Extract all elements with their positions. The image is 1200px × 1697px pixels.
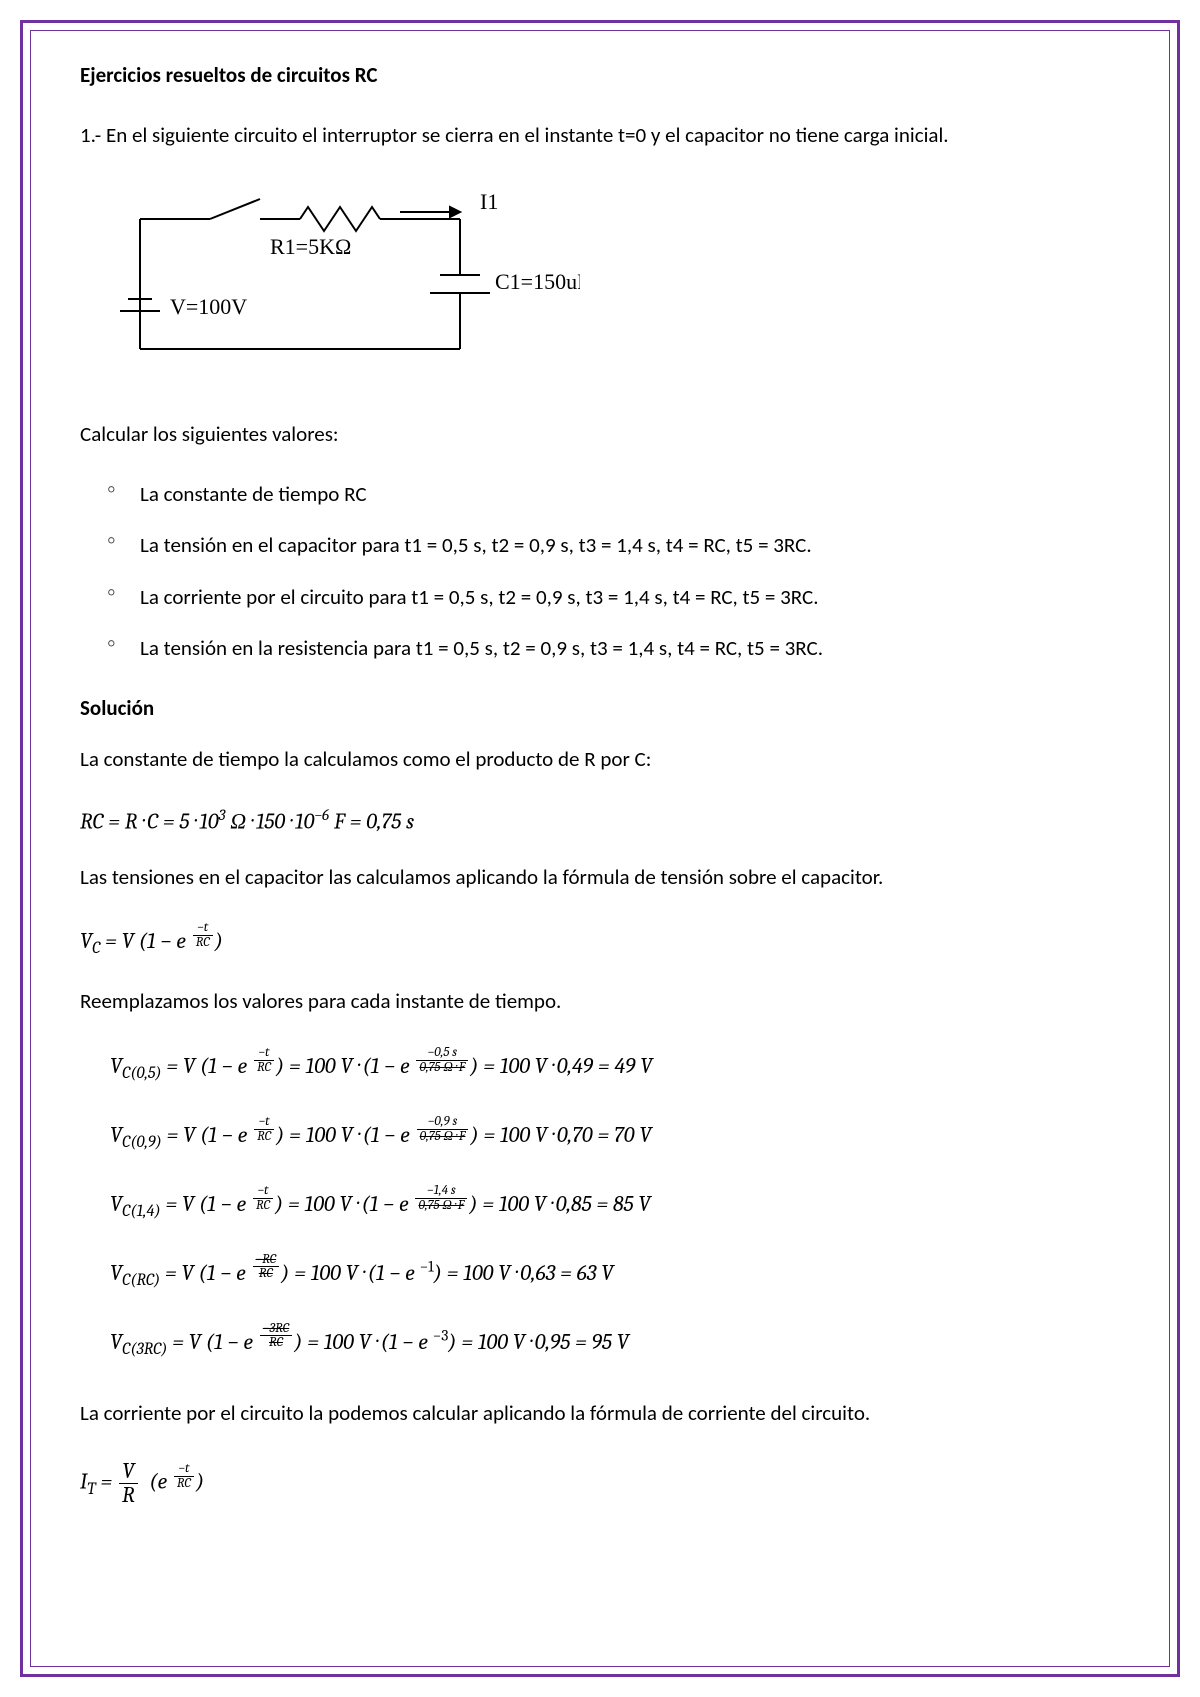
- circuit-diagram: I1 R1=5KΩ C1=150uF V=100V: [100, 179, 580, 379]
- solution-line-1: La constante de tiempo la calculamos com…: [80, 744, 1120, 776]
- vc3rc-res: 95 V: [592, 1328, 629, 1354]
- rc-exp2: −6: [314, 806, 329, 824]
- vc-general-formula: VC = V (1 − e −tRC): [80, 921, 1120, 962]
- question-item: La constante de tiempo RC: [140, 479, 1120, 511]
- label-r1: R1=5KΩ: [270, 234, 351, 259]
- vc-close: ): [215, 928, 223, 954]
- vcrc-mult: 0,63: [520, 1259, 555, 1285]
- vc-row-1: VC(0,9) = V (1 − e −tRC) = 100 V · (1 − …: [110, 1115, 1120, 1156]
- label-c1: C1=150uF: [495, 269, 580, 294]
- vc-calculations: VC(0,5) = V (1 − e −tRC) = 100 V · (1 − …: [80, 1046, 1120, 1363]
- solution-line-3: Reemplazamos los valores para cada insta…: [80, 986, 1120, 1018]
- it-fnum: V: [119, 1460, 138, 1484]
- vc-eq: = V (1 − e: [100, 928, 190, 954]
- vc1-sub: C(0,9): [122, 1133, 162, 1152]
- question-list: La constante de tiempo RC La tensión en …: [80, 479, 1120, 665]
- vc3rc-num: −3RC: [260, 1322, 292, 1337]
- vc2-num: −1,4 s: [415, 1184, 467, 1199]
- vc0-num: −0,5 s: [416, 1046, 468, 1061]
- vc3rc-mult: 0,95: [535, 1328, 571, 1354]
- document-content: Ejercicios resueltos de circuitos RC 1.-…: [80, 60, 1120, 1637]
- vc-lhs: V: [80, 928, 92, 954]
- solution-line-4: La corriente por el circuito la podemos …: [80, 1398, 1120, 1430]
- it-enum: −t: [174, 1462, 194, 1477]
- vcrc-sub: C(RC): [122, 1271, 160, 1290]
- vc-den: RC: [193, 936, 213, 950]
- vc-row-rc: VC(RC) = V (1 − e −RCRC) = 100 V · (1 − …: [110, 1253, 1120, 1294]
- vc0-res: 49 V: [614, 1053, 652, 1079]
- vc-row-0: VC(0,5) = V (1 − e −tRC) = 100 V · (1 − …: [110, 1046, 1120, 1087]
- vc0-den: 0,75 Ω · F: [416, 1061, 468, 1075]
- vc0-sub: C(0,5): [122, 1064, 161, 1083]
- vcrc-res: 63 V: [577, 1259, 614, 1285]
- vcrc-den: RC: [253, 1267, 280, 1281]
- vc1-den: 0,75 Ω · F: [417, 1130, 469, 1144]
- vc2-sub: C(1,4): [122, 1202, 160, 1221]
- question-item: La tensión en el capacitor para t1 = 0,5…: [140, 530, 1120, 562]
- rc-prefix: RC = R · C = 5 · 10: [80, 808, 219, 834]
- it-formula: IT = VR (e −tRC): [80, 1460, 1120, 1507]
- vc2-mult: 0,85: [556, 1190, 592, 1216]
- document-title: Ejercicios resueltos de circuitos RC: [80, 60, 1120, 92]
- vc3rc-exp: −3: [433, 1326, 449, 1344]
- vcrc-exp: −1: [420, 1257, 434, 1275]
- rc-mid: Ω · 150 · 10: [225, 808, 314, 834]
- question-item: La tensión en la resistencia para t1 = 0…: [140, 633, 1120, 665]
- question-item: La corriente por el circuito para t1 = 0…: [140, 582, 1120, 614]
- solution-line-2: Las tensiones en el capacitor las calcul…: [80, 862, 1120, 894]
- vcrc-num: −RC: [253, 1253, 280, 1268]
- vc-num: −t: [193, 921, 213, 936]
- vc-row-2: VC(1,4) = V (1 − e −tRC) = 100 V · (1 − …: [110, 1184, 1120, 1225]
- rc-suffix: F = 0,75 s: [329, 808, 414, 834]
- vc1-num: −0,9 s: [417, 1115, 469, 1130]
- label-v: V=100V: [170, 294, 247, 319]
- it-eden: RC: [174, 1477, 194, 1491]
- vc-row-3rc: VC(3RC) = V (1 − e −3RCRC) = 100 V · (1 …: [110, 1322, 1120, 1363]
- solution-heading: Solución: [80, 693, 1120, 725]
- calc-header: Calcular los siguientes valores:: [80, 419, 1120, 451]
- vc3rc-sub: C(3RC): [122, 1340, 167, 1359]
- vc2-res: 85 V: [613, 1190, 651, 1216]
- it-fden: R: [119, 1484, 138, 1507]
- label-i1: I1: [480, 189, 498, 214]
- vc1-mult: 0,70: [557, 1122, 593, 1148]
- rc-formula: RC = R · C = 5 · 103 Ω · 150 · 10−6 F = …: [80, 804, 1120, 838]
- vc3rc-den: RC: [260, 1336, 292, 1350]
- vc2-den: 0,75 Ω · F: [415, 1199, 467, 1213]
- vc1-res: 70 V: [614, 1122, 651, 1148]
- it-sub: T: [87, 1480, 95, 1499]
- problem-intro: 1.- En el siguiente circuito el interrup…: [80, 120, 1120, 152]
- vc0-mult: 0,49: [557, 1053, 593, 1079]
